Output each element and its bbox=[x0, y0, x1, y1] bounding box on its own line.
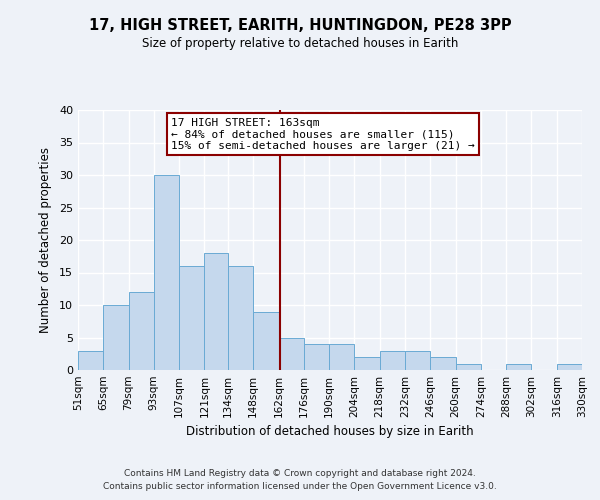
Bar bbox=[430, 357, 455, 370]
Bar bbox=[128, 292, 154, 370]
Bar bbox=[455, 364, 481, 370]
Bar bbox=[405, 350, 430, 370]
Bar bbox=[355, 357, 380, 370]
X-axis label: Distribution of detached houses by size in Earith: Distribution of detached houses by size … bbox=[186, 426, 474, 438]
Text: 17, HIGH STREET, EARITH, HUNTINGDON, PE28 3PP: 17, HIGH STREET, EARITH, HUNTINGDON, PE2… bbox=[89, 18, 511, 32]
Bar bbox=[329, 344, 355, 370]
Bar bbox=[506, 364, 532, 370]
Bar bbox=[278, 338, 304, 370]
Bar bbox=[380, 350, 405, 370]
Bar bbox=[557, 364, 582, 370]
Y-axis label: Number of detached properties: Number of detached properties bbox=[39, 147, 52, 333]
Text: 17 HIGH STREET: 163sqm
← 84% of detached houses are smaller (115)
15% of semi-de: 17 HIGH STREET: 163sqm ← 84% of detached… bbox=[171, 118, 475, 151]
Bar bbox=[154, 175, 179, 370]
Bar bbox=[179, 266, 205, 370]
Bar bbox=[304, 344, 329, 370]
Bar bbox=[205, 253, 228, 370]
Bar bbox=[228, 266, 253, 370]
Bar bbox=[103, 305, 128, 370]
Bar bbox=[78, 350, 103, 370]
Text: Contains public sector information licensed under the Open Government Licence v3: Contains public sector information licen… bbox=[103, 482, 497, 491]
Bar bbox=[253, 312, 278, 370]
Text: Contains HM Land Registry data © Crown copyright and database right 2024.: Contains HM Land Registry data © Crown c… bbox=[124, 468, 476, 477]
Text: Size of property relative to detached houses in Earith: Size of property relative to detached ho… bbox=[142, 38, 458, 51]
